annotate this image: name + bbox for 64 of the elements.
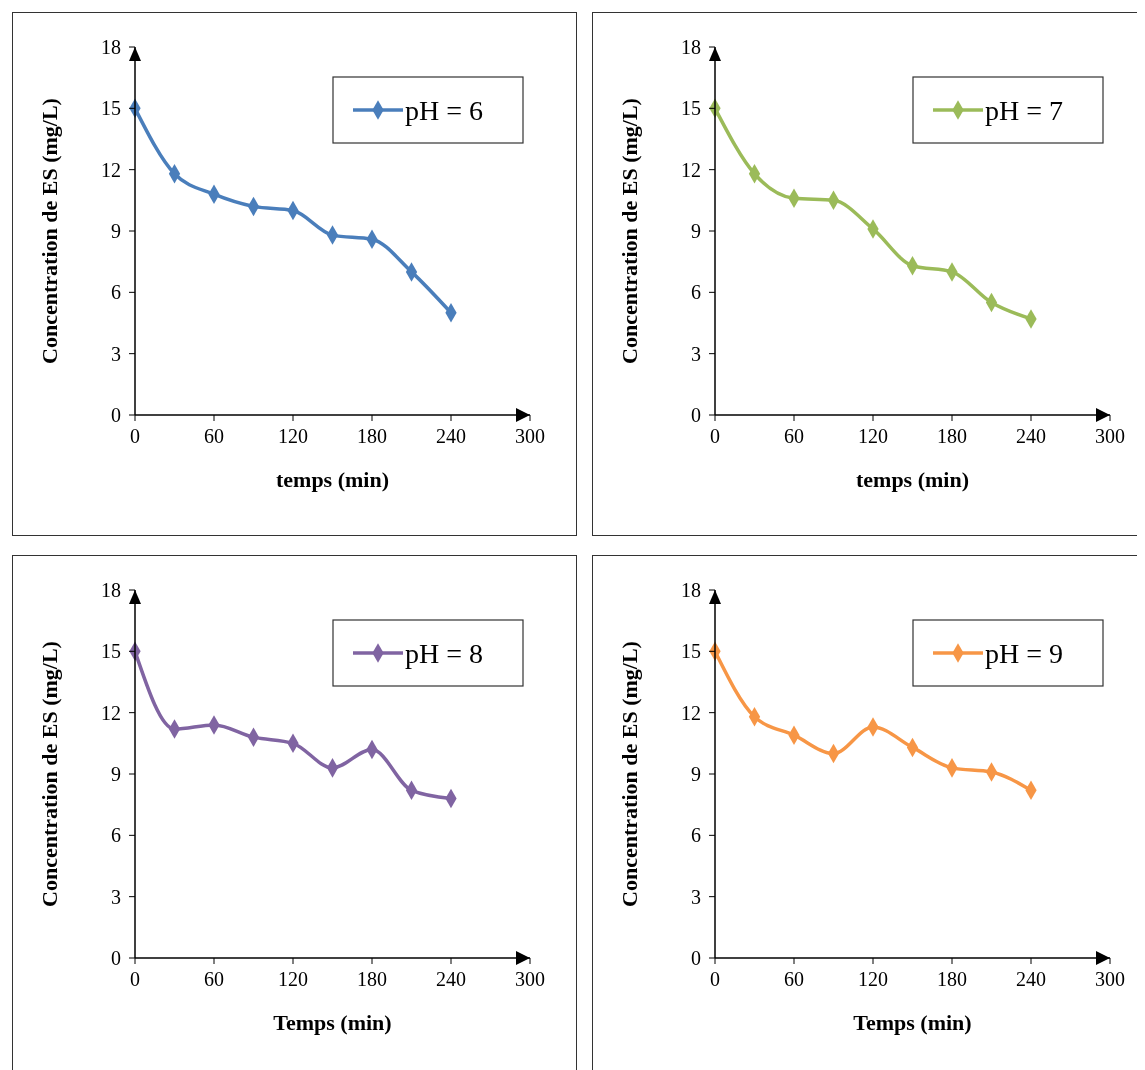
y-axis-title: Concentration de ES (mg/L) [617,641,642,907]
x-tick-label: 240 [436,968,466,990]
x-tick-label: 0 [130,968,140,990]
legend-label: pH = 9 [985,637,1064,669]
y-tick-label: 6 [111,281,121,304]
y-tick-label: 12 [681,701,701,724]
x-tick-label: 240 [1016,425,1046,447]
x-axis-title: temps (min) [275,467,390,492]
legend-label: pH = 7 [985,94,1064,126]
y-tick-label: 6 [111,824,121,847]
x-tick-label: 180 [357,425,387,447]
x-tick-label: 0 [710,425,720,447]
x-tick-label: 120 [278,425,308,447]
x-axis-title: Temps (min) [273,1010,392,1035]
x-tick-label: 180 [937,968,967,990]
x-tick-label: 240 [1016,968,1046,990]
x-tick-label: 120 [278,968,308,990]
y-tick-label: 0 [111,947,121,969]
x-tick-label: 180 [357,968,387,990]
y-tick-label: 12 [101,701,121,724]
x-tick-label: 60 [204,968,224,990]
y-tick-label: 12 [101,158,121,181]
legend-label: pH = 8 [405,637,484,669]
x-axis-title: Temps (min) [853,1010,972,1035]
y-tick-label: 9 [691,763,701,785]
x-tick-label: 240 [436,425,466,447]
y-tick-label: 9 [691,220,701,242]
x-tick-label: 60 [784,425,804,447]
x-tick-label: 60 [204,425,224,447]
x-tick-label: 0 [130,425,140,447]
y-tick-label: 15 [681,97,701,120]
y-tick-label: 18 [681,579,701,601]
x-tick-label: 120 [858,968,888,990]
y-tick-label: 6 [691,281,701,304]
y-tick-label: 18 [101,36,121,58]
legend-label: pH = 6 [405,94,484,126]
y-axis-title: Concentration de ES (mg/L) [37,98,62,364]
x-tick-label: 180 [937,425,967,447]
y-tick-label: 6 [691,824,701,847]
y-tick-label: 0 [111,404,121,426]
y-tick-label: 9 [111,763,121,785]
y-tick-label: 3 [111,885,121,908]
y-tick-label: 15 [101,97,121,120]
y-tick-label: 3 [691,342,701,365]
x-tick-label: 300 [515,968,545,990]
y-tick-label: 15 [681,640,701,663]
y-tick-label: 18 [681,36,701,58]
y-tick-label: 12 [681,158,701,181]
y-axis-title: Concentration de ES (mg/L) [37,641,62,907]
x-tick-label: 300 [515,425,545,447]
x-axis-title: temps (min) [855,467,970,492]
x-tick-label: 300 [1095,968,1125,990]
y-tick-label: 3 [111,342,121,365]
x-tick-label: 60 [784,968,804,990]
x-tick-label: 120 [858,425,888,447]
y-tick-label: 0 [691,404,701,426]
y-tick-label: 3 [691,885,701,908]
x-tick-label: 300 [1095,425,1125,447]
y-tick-label: 0 [691,947,701,969]
y-tick-label: 18 [101,579,121,601]
x-tick-label: 0 [710,968,720,990]
y-tick-label: 9 [111,220,121,242]
y-axis-title: Concentration de ES (mg/L) [617,98,642,364]
y-tick-label: 15 [101,640,121,663]
